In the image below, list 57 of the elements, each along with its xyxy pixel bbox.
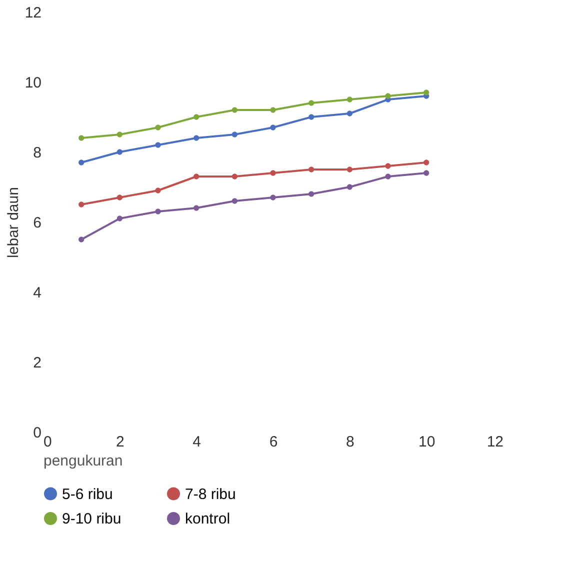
point bbox=[308, 191, 314, 197]
legend-label: 7-8 ribu bbox=[185, 486, 236, 503]
y-tick-label: 6 bbox=[33, 214, 42, 232]
point bbox=[232, 198, 238, 204]
point bbox=[270, 170, 276, 176]
point bbox=[116, 216, 122, 222]
point bbox=[270, 107, 276, 113]
point bbox=[116, 194, 122, 200]
x-tick-label: 6 bbox=[269, 434, 278, 450]
point bbox=[308, 114, 314, 120]
x-tick-label: 0 bbox=[44, 434, 52, 450]
point bbox=[232, 107, 238, 113]
point bbox=[155, 124, 161, 130]
point bbox=[346, 96, 352, 102]
point bbox=[78, 236, 84, 242]
x-tick-label: 4 bbox=[192, 434, 202, 450]
point bbox=[232, 132, 238, 138]
legend-label: kontrol bbox=[185, 510, 230, 528]
x-tick-label: 10 bbox=[418, 434, 436, 450]
point bbox=[232, 174, 238, 180]
point bbox=[194, 114, 200, 120]
point bbox=[270, 124, 276, 130]
y-tick-label: 4 bbox=[33, 284, 42, 302]
y-tick-label: 8 bbox=[33, 144, 42, 162]
x-tick-label: 2 bbox=[116, 434, 124, 450]
point bbox=[346, 166, 352, 172]
y-tick-label: 2 bbox=[33, 354, 42, 372]
point bbox=[424, 90, 430, 96]
point bbox=[424, 160, 430, 166]
point bbox=[385, 174, 391, 180]
point bbox=[194, 135, 200, 141]
point bbox=[116, 132, 122, 138]
legend-label: 9-10 ribu bbox=[62, 510, 122, 528]
y-axis-title: lebar daun bbox=[4, 187, 22, 258]
point bbox=[78, 160, 84, 166]
point bbox=[194, 174, 200, 180]
point bbox=[270, 194, 276, 200]
point bbox=[308, 166, 314, 172]
point bbox=[346, 110, 352, 116]
point bbox=[424, 170, 430, 176]
point bbox=[116, 149, 122, 155]
x-tick-label: 12 bbox=[486, 434, 504, 450]
legend-label: 5-6 ribu bbox=[62, 486, 113, 503]
x-axis-title: pengukuran bbox=[44, 452, 123, 470]
point bbox=[155, 142, 161, 148]
point bbox=[308, 100, 314, 106]
point bbox=[78, 202, 84, 208]
point bbox=[78, 135, 84, 141]
point bbox=[385, 163, 391, 169]
point bbox=[346, 184, 352, 190]
y-tick-label: 10 bbox=[24, 74, 42, 92]
x-tick-label: 8 bbox=[346, 434, 354, 450]
point bbox=[155, 208, 161, 214]
point bbox=[155, 188, 161, 194]
point bbox=[385, 93, 391, 99]
y-tick-label: 12 bbox=[24, 4, 42, 22]
point bbox=[194, 205, 200, 211]
